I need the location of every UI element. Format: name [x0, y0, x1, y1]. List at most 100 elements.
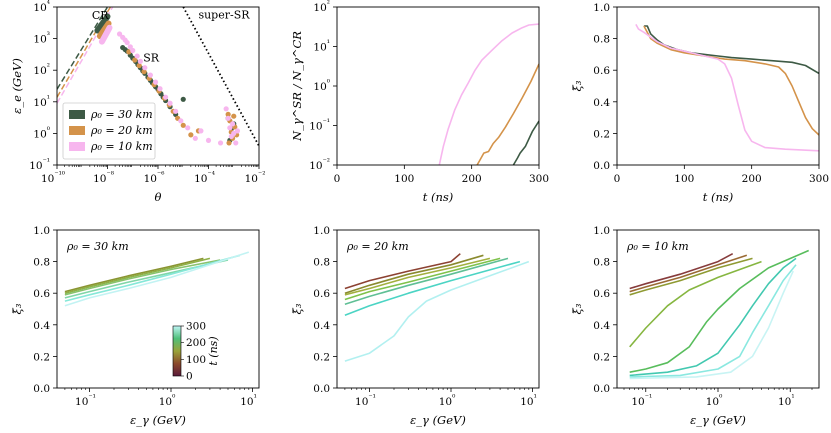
- y-axis-label: ε_e (GeV): [10, 58, 24, 114]
- x-tick-label: 10⁰: [706, 393, 723, 408]
- x-tick-label: 200: [742, 173, 762, 185]
- scatter-point: [226, 140, 232, 146]
- y-tick-label: 0.0: [33, 383, 50, 395]
- colorbar-tick-label: 0: [186, 371, 193, 383]
- plot-area: [57, 7, 259, 147]
- x-tick-label: 10⁻⁸: [93, 170, 114, 185]
- x-tick-label: 100: [394, 173, 414, 185]
- legend-label: ρ₀ = 10 km: [90, 140, 153, 153]
- x-tick-label: 10⁻¹: [631, 393, 652, 408]
- y-tick-label: 0.2: [313, 351, 330, 363]
- panel-3: 0 100 200 300 0.0 0.2 0.4 0.6 0.8 1.0 t (ns) ξ̄₃: [570, 2, 829, 204]
- scatter-point: [225, 115, 231, 121]
- scatter-point: [126, 49, 132, 55]
- scatter-point: [178, 118, 184, 124]
- y-axis-label: ξ̄₃: [570, 80, 584, 91]
- plot-area: [438, 23, 539, 165]
- scatter-point: [152, 79, 159, 85]
- axes-frame: [336, 229, 540, 389]
- legend-box: [62, 102, 156, 160]
- panel-6: 10⁻¹ 10⁰ 10¹ 0.0 0.2 0.4 0.6 0.8 1.0 ε_γ (GeV) ξ̄₃…: [570, 225, 820, 427]
- series-line-t-300: [64, 251, 250, 307]
- scatter-point: [173, 108, 179, 114]
- axes-frame: [56, 229, 260, 389]
- annotation-1: SR: [143, 51, 160, 64]
- y-tick-label: 0.8: [593, 257, 610, 269]
- y-tick-label: 0.2: [593, 128, 610, 140]
- series-line--10-km: [635, 24, 819, 152]
- scatter-point: [147, 72, 153, 78]
- y-tick-label: 10³: [33, 31, 50, 46]
- scatter-point: [116, 31, 123, 37]
- x-axis-label: θ: [155, 190, 162, 204]
- y-tick-label: 1.0: [593, 2, 610, 14]
- x-tick-label: 10¹: [778, 393, 795, 408]
- scatter-point: [227, 125, 233, 131]
- colorbar-tick-label: 200: [186, 337, 206, 349]
- panel-5: 10⁻¹ 10⁰ 10¹ 0.0 0.2 0.4 0.6 0.8 1.0 ε_γ (GeV) ξ̄₃…: [290, 225, 540, 427]
- guide-line-0: [57, 7, 109, 90]
- scatter-point: [231, 113, 237, 119]
- y-tick-label: 0.8: [593, 34, 610, 46]
- x-tick-label: 10⁻²: [245, 170, 266, 185]
- panel-annotation: ρ₀ = 30 km: [66, 240, 129, 253]
- x-tick-label: 10⁰: [159, 393, 176, 408]
- scatter-point: [198, 128, 204, 134]
- y-axis-label: N_γ^SR / N_γ^CR: [290, 31, 304, 142]
- axes-frame: [616, 6, 820, 166]
- y-tick-label: 10⁰: [313, 78, 330, 93]
- guide-line-3: [182, 7, 259, 147]
- x-axis-label: ε_γ (GeV): [130, 413, 186, 427]
- series-line-t-210: [629, 249, 810, 373]
- y-tick-label: 10⁻¹: [309, 118, 330, 133]
- colorbar-tick-label: 100: [186, 354, 206, 366]
- series-line-t-180: [344, 257, 491, 296]
- series-line--30-km: [512, 120, 539, 165]
- scatter-point: [233, 140, 239, 146]
- y-tick-label: 0.4: [593, 320, 610, 332]
- scatter-point: [141, 69, 147, 75]
- y-tick-label: 1.0: [593, 225, 610, 237]
- scatter-point: [229, 121, 236, 127]
- y-tick-label: 10⁴: [33, 0, 50, 14]
- panel-2: 0 100 200 300 10⁻² 10⁻¹ 10⁰ 10¹ 10² t (ns) N_γ^SR …: [290, 0, 549, 204]
- y-axis-label: ξ̄₃: [290, 303, 304, 314]
- legend-swatch: [69, 142, 85, 151]
- x-tick-label: 300: [809, 173, 829, 185]
- scatter-point: [127, 44, 133, 50]
- panel-1: 10⁻¹⁰ 10⁻⁸ 10⁻⁶ 10⁻⁴ 10⁻² 10⁻¹ 10⁰ 10¹ 10² 10³ 10⁴…: [10, 0, 265, 204]
- series-line-t-150: [344, 254, 484, 294]
- x-tick-label: 10⁻¹: [75, 393, 96, 408]
- scatter-point: [180, 122, 186, 128]
- series-line-t-300: [344, 260, 530, 362]
- y-tick-label: 0.8: [313, 257, 330, 269]
- scatter-point: [192, 135, 198, 141]
- colorbar-label: t (ns): [207, 336, 220, 365]
- cr-band-2: [98, 24, 113, 45]
- y-tick-label: 0.4: [33, 320, 50, 332]
- y-tick-label: 10²: [33, 62, 50, 77]
- scatter-point: [217, 140, 224, 146]
- y-tick-label: 0.6: [313, 288, 330, 300]
- cr-band-0: [94, 13, 111, 34]
- y-tick-label: 0.6: [33, 288, 50, 300]
- series-line-t-180: [629, 260, 762, 348]
- x-axis-label: t (ns): [423, 190, 454, 204]
- y-tick-label: 10⁻²: [309, 157, 330, 172]
- series-line-t-90: [629, 252, 734, 290]
- scatter-point: [134, 53, 140, 59]
- x-tick-label: 100: [674, 173, 694, 185]
- scatter-point: [180, 96, 186, 102]
- series-line--30-km: [643, 25, 819, 75]
- x-tick-label: 10⁻¹: [355, 393, 376, 408]
- x-tick-label: 10⁻¹⁰: [41, 170, 65, 185]
- panel-annotation: ρ₀ = 10 km: [626, 240, 689, 253]
- x-tick-label: 10¹: [240, 393, 257, 408]
- x-tick-label: 300: [529, 173, 549, 185]
- y-tick-label: 0.6: [593, 65, 610, 77]
- series-line-t-240: [344, 257, 509, 306]
- series-line-t-240: [629, 257, 797, 377]
- legend-swatch: [69, 126, 85, 135]
- series-line-t-300: [629, 270, 794, 380]
- colorbar: [172, 325, 182, 377]
